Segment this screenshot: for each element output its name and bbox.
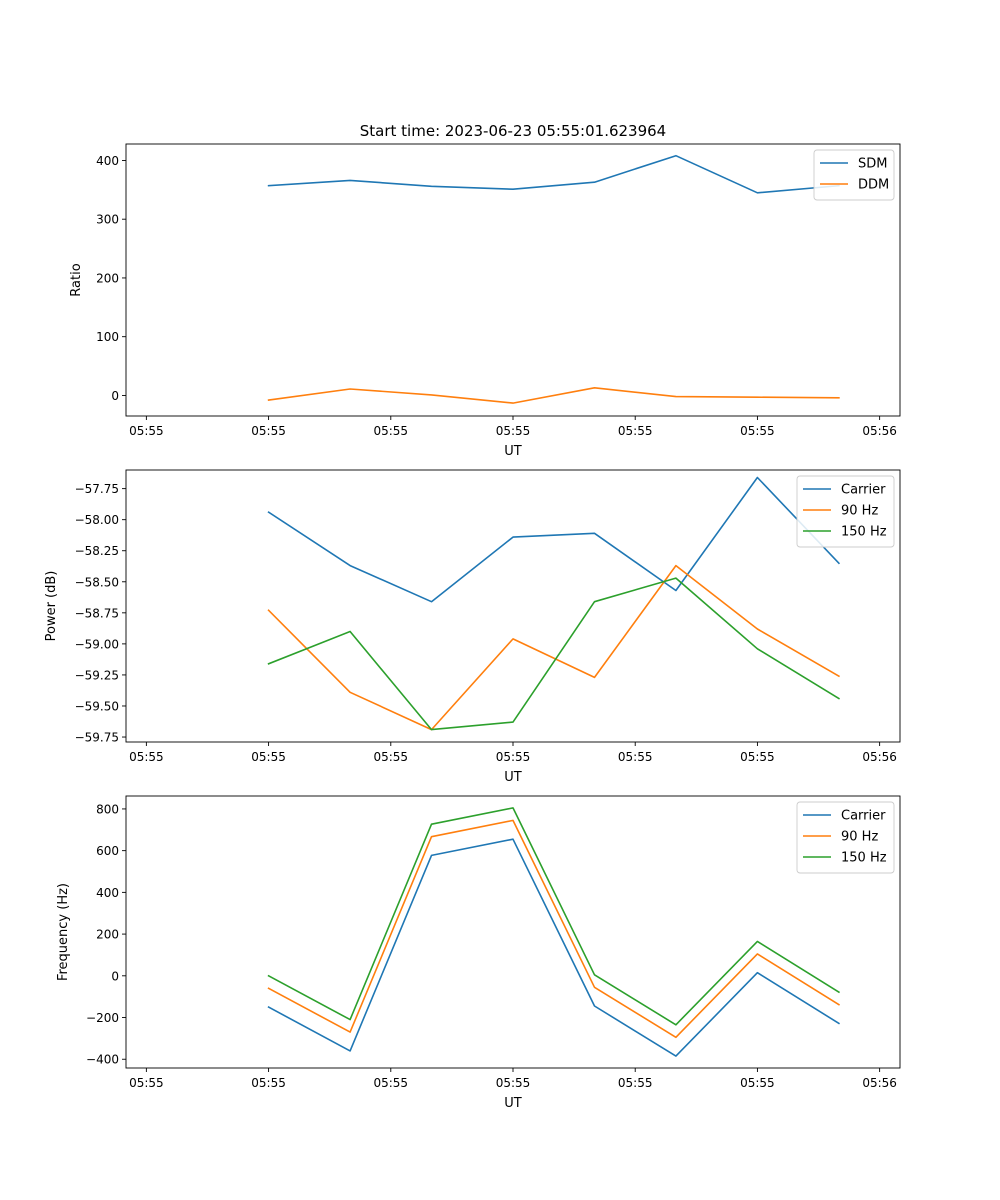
panel-2-y-tick-label-6: −58.50 <box>75 575 119 589</box>
panel-2-y-tick-label-8: −58.00 <box>75 513 119 527</box>
panel-2-legend-label-1: Carrier <box>841 483 886 498</box>
panel-2-x-tick-label-3: 05:55 <box>373 750 408 764</box>
panel-3-x-tick-label-2: 05:55 <box>251 1076 286 1090</box>
panel-2-y-tick-label-5: −58.75 <box>75 606 119 620</box>
panel-2-series-line-3 <box>267 577 840 731</box>
panel-3: 05:55 05:55 05:55 05:55 05:55 05:55 05:56 −400 −… <box>56 795 901 1111</box>
panel-1-y-tick-label-5: 400 <box>96 154 119 168</box>
panel-2-y-tick-label-9: −57.75 <box>75 482 119 496</box>
panel-3-y-tick-label-2: −200 <box>86 1011 119 1025</box>
panel-3-legend-label-2: 90 Hz <box>841 830 878 845</box>
panel-3-x-tick-label-6: 05:55 <box>740 1076 775 1090</box>
panel-1-y-tick-label-2: 100 <box>96 330 119 344</box>
panel-1-x-tick-label-4: 05:55 <box>496 424 531 438</box>
panel-3-x-tick-label-3: 05:55 <box>373 1076 408 1090</box>
panel-1-legend-label-1: SDM <box>858 157 887 172</box>
panel-1-legend: SDM DDM <box>813 149 895 201</box>
panel-3-x-tick-label-5: 05:55 <box>618 1076 653 1090</box>
panel-2-legend-label-2: 90 Hz <box>841 504 878 519</box>
panel-3-legend-label-1: Carrier <box>841 809 886 824</box>
panel-2-x-tick-label-2: 05:55 <box>251 750 286 764</box>
panel-1-x-tick-label-1: 05:55 <box>129 424 164 438</box>
panel-3-x-axis-label: UT <box>504 1096 522 1111</box>
panel-2-x-tick-label-6: 05:55 <box>740 750 775 764</box>
panel-3-y-tick-label-5: 400 <box>96 886 119 900</box>
panel-2-x-tick-label-1: 05:55 <box>129 750 164 764</box>
panel-3-y-tick-label-3: 0 <box>111 969 119 983</box>
panel-1-legend-label-2: DDM <box>858 178 889 193</box>
panel-2-legend-label-3: 150 Hz <box>841 525 887 540</box>
panel-2-legend: Carrier 90 Hz 150 Hz <box>796 475 895 548</box>
panel-2-y-tick-label-2: −59.50 <box>75 699 119 713</box>
panel-2-x-tick-label-4: 05:55 <box>496 750 531 764</box>
panel-2-y-axis-label: Power (dB) <box>44 571 59 642</box>
panel-2-y-tick-label-4: −59.00 <box>75 637 119 651</box>
panel-3-x-tick-label-1: 05:55 <box>129 1076 164 1090</box>
panel-2-y-tick-label-7: −58.25 <box>75 544 119 558</box>
panel-3-legend: Carrier 90 Hz 150 Hz <box>796 801 895 874</box>
panel-1: 05:55 05:55 05:55 05:55 05:55 05:55 05:56 0 100 2… <box>69 143 901 459</box>
panel-1-x-axis-label: UT <box>504 444 522 459</box>
panel-3-series-line-2 <box>267 819 841 1039</box>
panel-1-y-axis-label: Ratio <box>69 263 84 296</box>
panel-1-x-tick-label-7: 05:56 <box>862 424 897 438</box>
panel-1-y-tick-label-4: 300 <box>96 213 119 227</box>
panel-1-x-tick-label-5: 05:55 <box>618 424 653 438</box>
panel-3-legend-box <box>796 801 895 874</box>
panel-1-y-tick-label-1: 0 <box>111 389 119 403</box>
panel-3-series-line-3 <box>267 807 841 1026</box>
panel-3-y-tick-label-6: 600 <box>96 844 119 858</box>
figure-title: Start time: 2023-06-23 05:55:01.623964 <box>360 122 666 140</box>
panel-3-legend-label-3: 150 Hz <box>841 851 887 866</box>
panel-2-series-line-2 <box>267 564 840 731</box>
panel-2: 05:55 05:55 05:55 05:55 05:55 05:55 05:56 −59.7… <box>44 469 901 785</box>
panel-3-series-line-1 <box>267 838 841 1057</box>
panel-2-legend-box <box>796 475 895 548</box>
panel-1-y-tick-label-3: 200 <box>96 271 119 285</box>
panel-3-y-tick-label-1: −400 <box>86 1053 119 1067</box>
panel-2-x-tick-label-5: 05:55 <box>618 750 653 764</box>
panel-2-series-line-1 <box>267 476 841 603</box>
panel-3-y-tick-label-4: 200 <box>96 928 119 942</box>
panel-1-series-line-1 <box>267 154 840 194</box>
panel-3-y-axis-label: Frequency (Hz) <box>56 883 71 981</box>
panel-1-series-line-2 <box>267 386 840 404</box>
panel-2-y-tick-label-1: −59.75 <box>75 731 119 745</box>
panels: 05:55 05:55 05:55 05:55 05:55 05:55 05:56 0 100 2… <box>44 143 901 1111</box>
panel-2-y-tick-label-3: −59.25 <box>75 668 119 682</box>
panel-3-y-tick-label-7: 800 <box>96 802 119 816</box>
panel-1-x-tick-label-2: 05:55 <box>251 424 286 438</box>
panel-2-x-tick-label-7: 05:56 <box>862 750 897 764</box>
panel-1-x-tick-label-3: 05:55 <box>373 424 408 438</box>
panel-1-x-tick-label-6: 05:55 <box>740 424 775 438</box>
panel-3-x-tick-label-4: 05:55 <box>496 1076 531 1090</box>
panel-2-x-axis-label: UT <box>504 770 522 785</box>
panel-3-x-tick-label-7: 05:56 <box>862 1076 897 1090</box>
